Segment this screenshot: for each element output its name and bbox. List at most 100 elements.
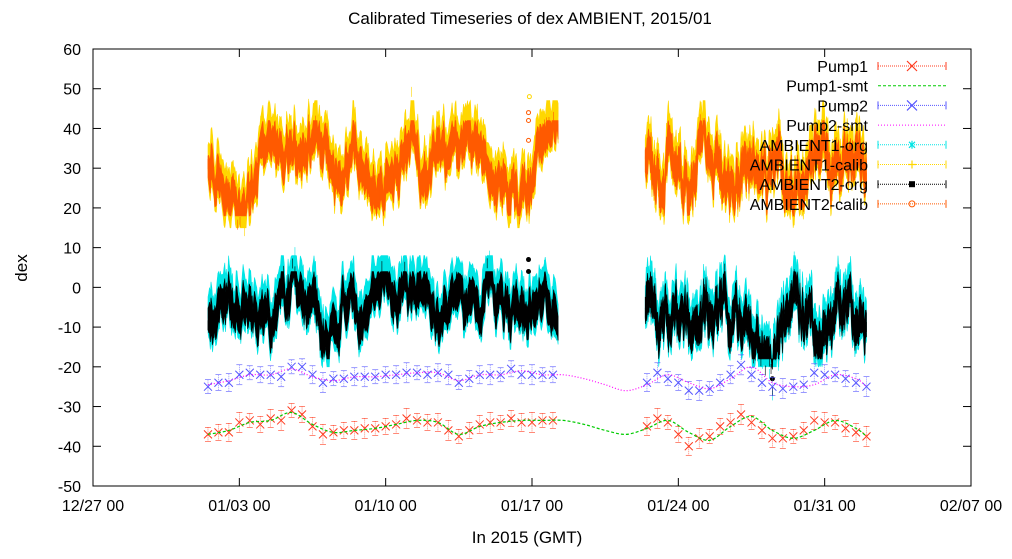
legend-entry-pump2-smt: Pump2-smt: [786, 118, 946, 135]
data-point: [224, 428, 234, 437]
data-point: [245, 368, 255, 378]
y-tick-label: 60: [63, 42, 81, 59]
data-point: [673, 430, 683, 439]
band-ambient2-org: [644, 271, 867, 370]
legend-marker: [908, 140, 916, 149]
series-pump2-smt-line: [207, 366, 867, 392]
legend: Pump1 Pump1-smt Pump2 Pump2-smt AMBIENT1-org…: [750, 59, 947, 214]
y-tick-label: 50: [63, 82, 81, 99]
legend-marker: [908, 160, 916, 169]
data-point: [663, 418, 673, 427]
data-point: [444, 426, 453, 435]
x-tick-label: 01/10 00: [355, 498, 417, 515]
data-point: [673, 378, 683, 388]
y-tick-label: -50: [58, 479, 81, 496]
data-point: [527, 370, 537, 380]
data-point: [747, 418, 756, 427]
data-point: [412, 416, 422, 425]
legend-entry-pump2: Pump2: [817, 98, 947, 115]
y-tick-label: 30: [63, 161, 81, 178]
data-point: [538, 416, 547, 425]
data-point: [809, 416, 819, 425]
data-point: [851, 378, 861, 388]
legend-marker: [909, 181, 915, 188]
data-point: [485, 370, 495, 380]
data-point: [642, 422, 652, 431]
series-ambient2-org: [207, 258, 867, 396]
data-point: [381, 370, 391, 380]
x-tick-label: 01/31 00: [794, 498, 856, 515]
data-point: [705, 384, 715, 394]
data-point: [318, 378, 328, 388]
y-tick-label: -10: [58, 320, 81, 337]
data-point: [851, 428, 861, 437]
data-point: [360, 372, 370, 382]
data-point: [287, 362, 296, 372]
x-tick-label: 02/07 00: [940, 498, 1002, 515]
data-point: [214, 378, 223, 388]
data-point: [799, 380, 809, 390]
data-point: [799, 426, 809, 435]
data-point: [308, 370, 317, 380]
data-point: [820, 418, 830, 427]
x-tick-label: 12/27 00: [62, 498, 124, 515]
data-point: [360, 424, 370, 433]
data-point: [339, 426, 349, 435]
data-point: [653, 368, 662, 378]
x-tick-label: 01/03 00: [208, 498, 270, 515]
data-point: [684, 386, 694, 396]
y-tick-label: 0: [72, 280, 81, 297]
data-point: [841, 424, 850, 433]
data-point: [809, 368, 819, 378]
outlier-points: [526, 94, 775, 382]
data-point: [757, 378, 767, 388]
legend-label: Pump2-smt: [786, 118, 868, 135]
x-axis-label: In 2015 (GMT): [472, 528, 583, 547]
legend-label: AMBIENT2-org: [760, 177, 868, 194]
data-point: [726, 418, 735, 427]
legend-label: Pump1: [817, 59, 868, 76]
legend-entry-ambient1-calib: AMBIENT1-calib: [750, 158, 947, 175]
x-tick-label: 01/17 00: [501, 498, 563, 515]
legend-entry-pump1-smt: Pump1-smt: [786, 79, 946, 96]
y-tick-label: 40: [63, 121, 81, 138]
data-point: [276, 372, 286, 382]
y-tick-label: -40: [58, 439, 81, 456]
series-pump2: [203, 354, 871, 401]
series-ambient2-calib: [207, 111, 867, 230]
data-point: [329, 374, 338, 384]
data-point: [820, 370, 830, 380]
data-point: [517, 370, 526, 380]
legend-label: AMBIENT2-calib: [750, 197, 868, 214]
data-point: [297, 410, 307, 419]
outlier-point: [526, 110, 532, 116]
y-tick-label: 20: [63, 201, 81, 218]
data-point: [726, 370, 735, 380]
y-axis-label: dex: [12, 254, 31, 282]
data-point: [747, 370, 756, 380]
outlier-point: [526, 137, 532, 143]
data-point: [433, 418, 443, 427]
data-point: [778, 433, 788, 443]
data-point: [548, 370, 558, 380]
data-point: [715, 422, 725, 431]
legend-entry-ambient2-org: AMBIENT2-org: [760, 177, 947, 194]
data-point: [203, 430, 213, 439]
legend-entry-ambient2-calib: AMBIENT2-calib: [750, 197, 947, 214]
outlier-point: [526, 94, 532, 100]
data-point: [423, 370, 432, 380]
data-point: [444, 370, 453, 380]
data-point: [830, 418, 840, 427]
data-point: [496, 370, 505, 380]
data-point: [475, 370, 485, 380]
outlier-point: [526, 268, 532, 274]
outlier-point: [526, 257, 532, 263]
data-point: [454, 378, 464, 388]
y-tick-label: -20: [58, 360, 81, 377]
legend-label: Pump2: [817, 98, 868, 115]
data-point: [715, 378, 725, 388]
data-point: [402, 368, 411, 378]
data-point: [234, 370, 244, 380]
legend-marker: [906, 99, 918, 111]
